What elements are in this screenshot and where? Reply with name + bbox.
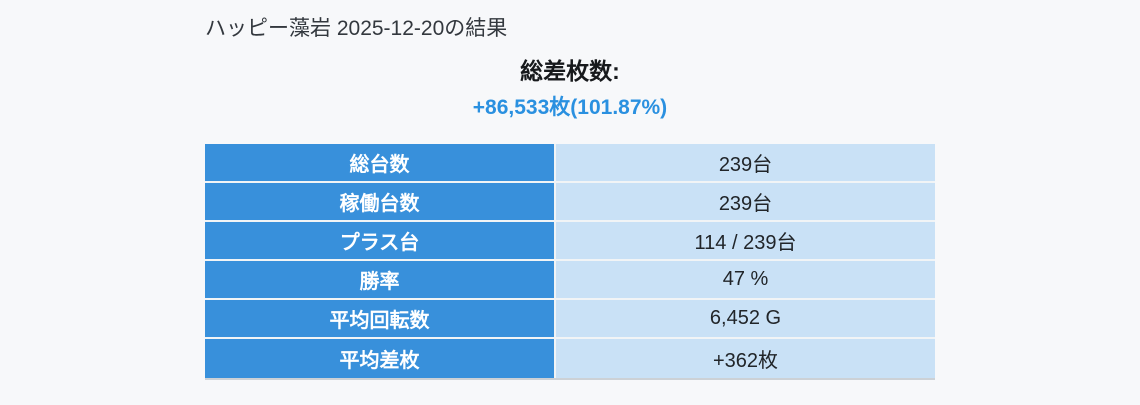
summary-heading: 総差枚数: (520, 58, 620, 84)
row-label: 勝率 (205, 261, 556, 300)
row-value: 6,452 G (556, 300, 935, 339)
row-label: 総台数 (205, 144, 556, 183)
row-value: 239台 (556, 183, 935, 222)
row-value: +362枚 (556, 339, 935, 378)
row-value: 47 % (556, 261, 935, 300)
row-value: 239台 (556, 144, 935, 183)
table-row: 稼働台数 239台 (205, 183, 935, 222)
table-row: プラス台 114 / 239台 (205, 222, 935, 261)
row-value: 114 / 239台 (556, 222, 935, 261)
row-label: プラス台 (205, 222, 556, 261)
row-label: 稼働台数 (205, 183, 556, 222)
table-row: 平均差枚 +362枚 (205, 339, 935, 378)
row-label: 平均差枚 (205, 339, 556, 378)
stats-table-body: 総台数 239台 稼働台数 239台 プラス台 114 / 239台 勝率 47… (205, 144, 935, 378)
page-title: ハッピー藻岩 2025-12-20の結果 (205, 17, 508, 40)
stats-table: 総台数 239台 稼働台数 239台 プラス台 114 / 239台 勝率 47… (205, 144, 935, 380)
summary-total-diff-value: +86,533枚(101.87%) (472, 96, 668, 119)
table-row: 総台数 239台 (205, 144, 935, 183)
row-label: 平均回転数 (205, 300, 556, 339)
table-row: 平均回転数 6,452 G (205, 300, 935, 339)
report-panel: ハッピー藻岩 2025-12-20の結果 総差枚数: +86,533枚(101.… (205, 0, 935, 380)
table-row: 勝率 47 % (205, 261, 935, 300)
